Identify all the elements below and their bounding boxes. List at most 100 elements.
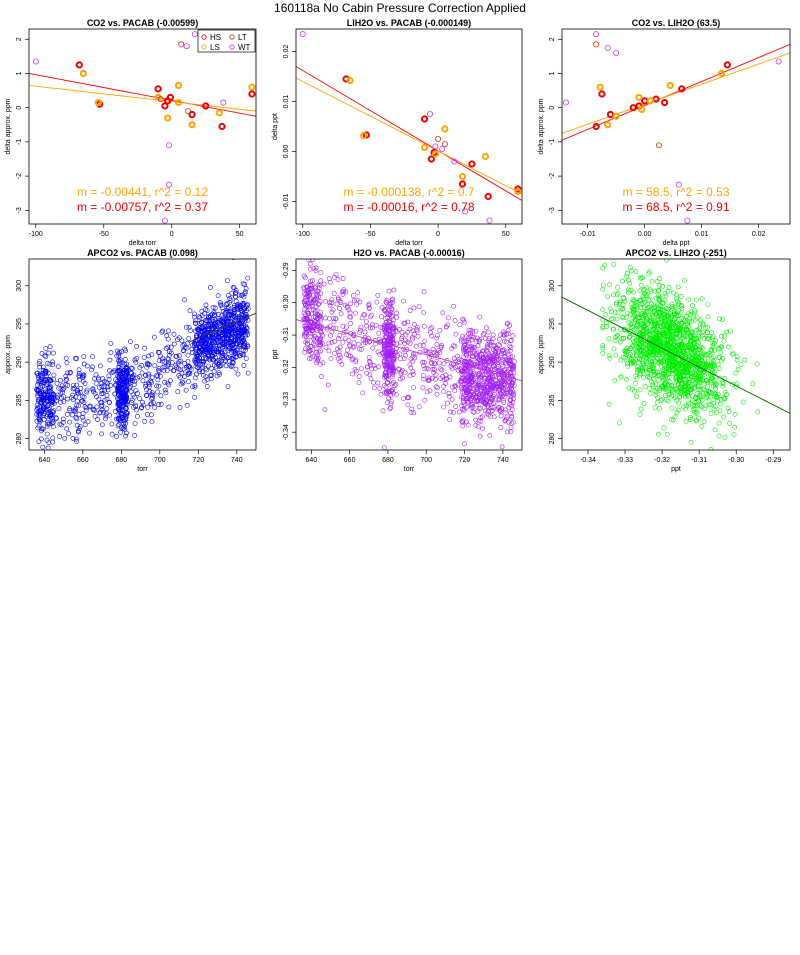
data-point (180, 343, 186, 349)
data-point (657, 331, 663, 337)
data-point (366, 355, 372, 360)
data-point (206, 356, 212, 362)
data-point (106, 373, 112, 379)
data-point (462, 208, 469, 215)
data-point (241, 352, 246, 358)
x-tick-label: 0.01 (695, 231, 709, 238)
data-point (460, 395, 466, 400)
data-point (405, 402, 411, 408)
data-point (40, 367, 46, 373)
data-point (206, 323, 212, 329)
data-point (683, 418, 689, 424)
data-point (497, 393, 502, 399)
data-point (721, 338, 727, 344)
data-point (357, 329, 363, 335)
data-point (651, 302, 656, 308)
data-point (211, 321, 217, 327)
data-point (683, 358, 689, 364)
data-point (709, 348, 715, 354)
data-point (385, 364, 390, 369)
data-point (94, 394, 99, 400)
data-point (44, 431, 50, 437)
data-point (105, 384, 111, 390)
data-point (408, 409, 414, 415)
data-point (46, 421, 52, 427)
data-point (435, 385, 440, 391)
y-tick-label: -2 (16, 173, 23, 179)
data-point (415, 324, 420, 330)
data-point (451, 158, 458, 165)
data-point (84, 363, 90, 369)
data-point (380, 408, 386, 414)
data-point (53, 415, 59, 421)
data-point (489, 371, 494, 377)
data-point (656, 309, 662, 315)
data-point (132, 357, 138, 363)
data-point (684, 217, 691, 224)
data-point (486, 217, 493, 224)
data-point (445, 315, 451, 321)
data-point (199, 361, 205, 367)
data-point (441, 383, 446, 389)
data-point (675, 181, 682, 188)
data-point (667, 332, 673, 337)
data-point (182, 360, 188, 366)
data-point (431, 369, 437, 375)
data-point (651, 305, 657, 311)
data-point (705, 314, 711, 320)
data-point (593, 31, 600, 38)
data-point (592, 122, 600, 131)
data-point (663, 380, 668, 386)
data-point (390, 332, 396, 338)
data-point (214, 373, 220, 379)
data-point (81, 394, 87, 400)
data-point (659, 363, 664, 369)
plot-area (296, 259, 522, 450)
data-point (647, 349, 653, 354)
data-point (675, 362, 681, 368)
data-point (656, 287, 662, 293)
data-point (681, 316, 686, 322)
data-point (80, 398, 85, 404)
data-point (466, 378, 472, 384)
legend-label: WT (238, 43, 251, 52)
data-point (624, 270, 630, 276)
data-point (336, 349, 342, 354)
data-point (209, 334, 214, 340)
data-point (402, 340, 408, 346)
data-point (67, 370, 73, 376)
data-point (162, 364, 168, 370)
data-point (211, 338, 216, 344)
data-point (426, 111, 433, 118)
data-point (469, 389, 474, 395)
data-point (645, 330, 650, 336)
data-point (440, 310, 446, 316)
data-point (666, 391, 672, 397)
point-cloud (301, 259, 517, 450)
data-point (611, 262, 616, 267)
data-point (344, 352, 349, 358)
data-point (374, 299, 380, 305)
data-point (56, 385, 62, 391)
data-point (726, 408, 732, 414)
data-point (383, 373, 388, 379)
data-point (698, 344, 704, 350)
data-point (424, 389, 430, 395)
data-point (478, 405, 484, 411)
data-point (617, 299, 623, 305)
data-point (659, 351, 665, 357)
data-point (432, 143, 439, 150)
data-point (646, 296, 652, 302)
data-point (50, 362, 56, 368)
data-point (308, 311, 314, 317)
data-point (316, 301, 322, 306)
data-point (216, 357, 222, 363)
data-point (656, 306, 661, 312)
data-point (313, 265, 319, 271)
data-point (148, 412, 154, 418)
data-point (667, 311, 673, 316)
data-point (189, 350, 195, 355)
data-point (434, 335, 440, 341)
data-point (44, 407, 49, 413)
data-point (307, 348, 313, 354)
